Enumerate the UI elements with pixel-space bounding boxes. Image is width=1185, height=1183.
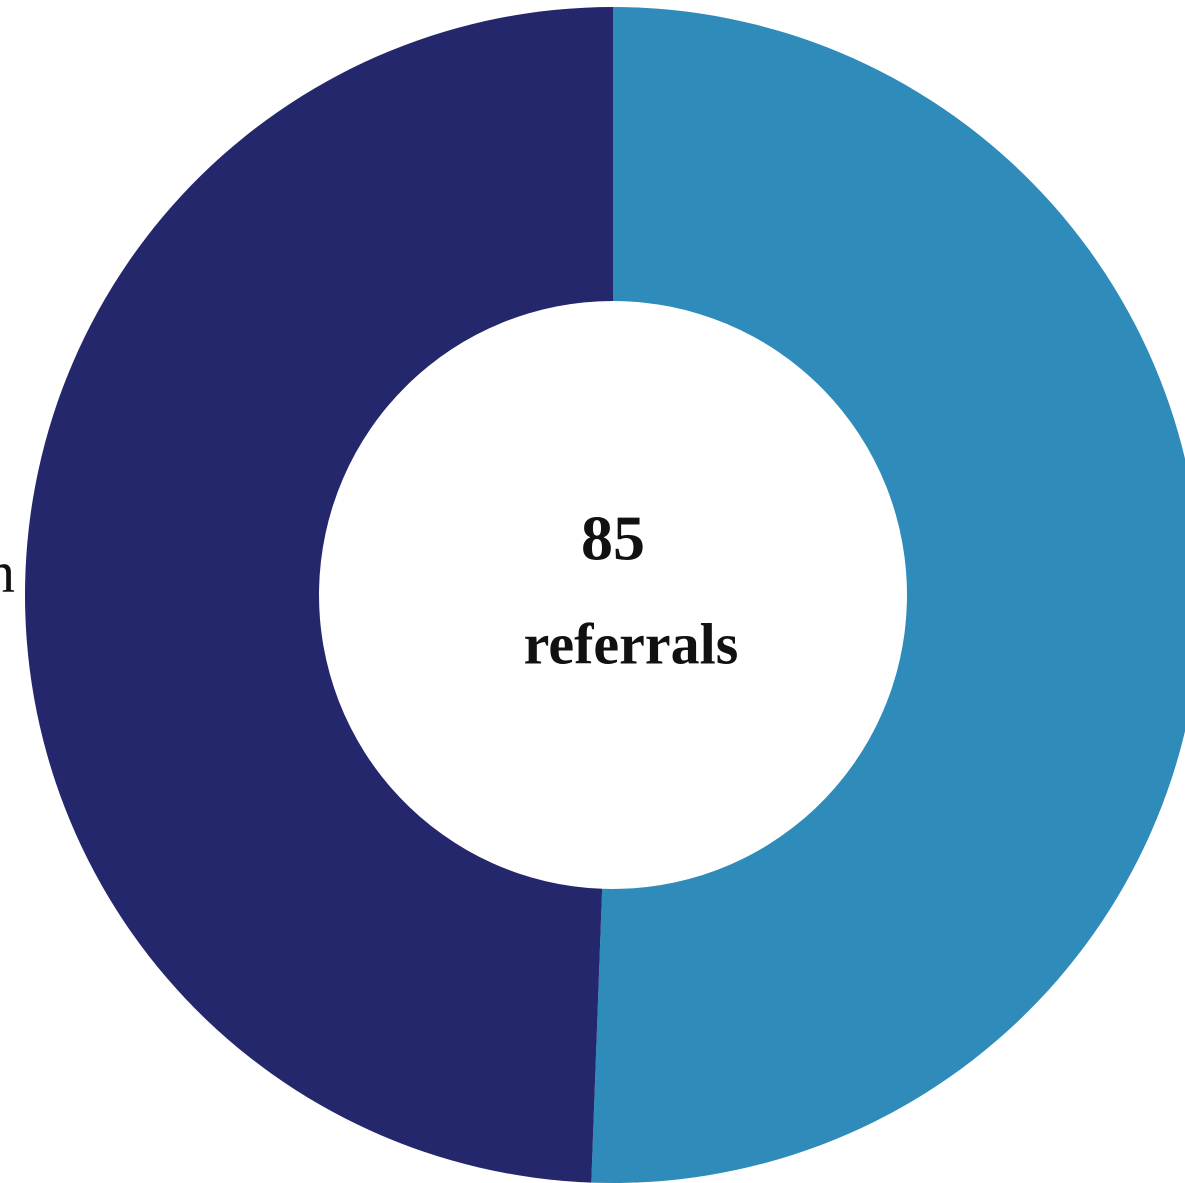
donut-segment	[25, 7, 613, 1183]
cropped-label: n	[0, 539, 15, 604]
center-total: 85	[581, 503, 645, 574]
donut-segment	[591, 7, 1185, 1183]
center-label: referrals	[524, 611, 739, 676]
